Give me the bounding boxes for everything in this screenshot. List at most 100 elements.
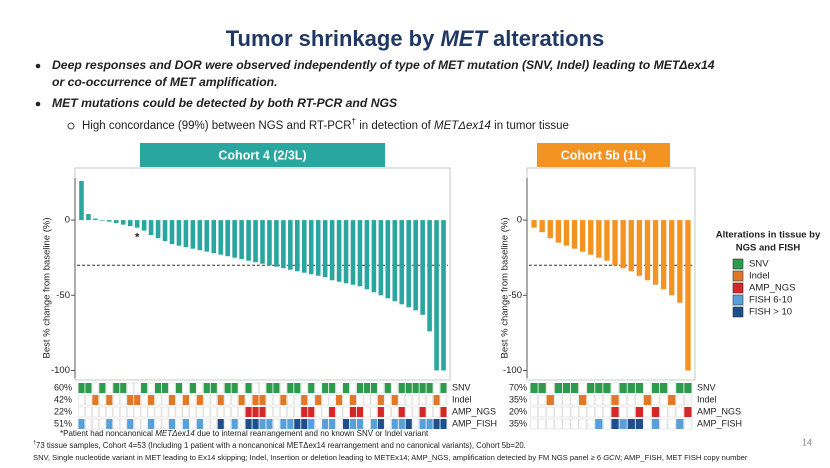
bar (636, 220, 643, 276)
bar (232, 220, 237, 258)
legend-swatch (732, 306, 744, 318)
bar (539, 220, 545, 233)
bar (100, 220, 105, 221)
heatmap-cell (419, 394, 427, 406)
footnote: *Patient had noncanonical METΔex14 due t… (60, 429, 429, 438)
heatmap-cell (189, 418, 197, 430)
heatmap-cell (231, 406, 239, 418)
heatmap-cell (546, 418, 555, 430)
bar (555, 220, 562, 243)
heatmap-cell (224, 406, 232, 418)
cohort-title: Cohort 4 (2/3L) (218, 148, 306, 162)
heatmap-cell (398, 394, 406, 406)
heatmap-cell (363, 418, 371, 430)
heatmap-cell (321, 406, 329, 418)
heatmap-cell (287, 383, 294, 393)
bar (225, 220, 230, 257)
heatmap-cell (147, 406, 155, 418)
bullet-text: Deep responses and DOR were observed ind… (52, 58, 715, 72)
heatmap-cell (252, 382, 259, 394)
heatmap-cell (684, 383, 692, 393)
bullet-dot (35, 101, 41, 107)
heatmap-row-label: AMP_NGS (697, 406, 741, 416)
y-tick-label: 0 (65, 215, 70, 226)
heatmap-cell (308, 419, 315, 429)
bar (413, 220, 418, 311)
bar (571, 220, 578, 249)
heatmap-cell (594, 394, 603, 406)
heatmap-cell (594, 406, 603, 418)
bar (378, 220, 384, 296)
heatmap-cell (627, 406, 636, 418)
heatmap-cell (140, 406, 148, 418)
heatmap-cell (342, 406, 350, 418)
heatmap-cell (635, 419, 643, 429)
heatmap-cell (112, 394, 120, 406)
bar (420, 220, 425, 315)
bar (93, 218, 98, 221)
heatmap-cell (175, 406, 183, 418)
heatmap-cell (182, 395, 189, 405)
heatmap-cell (602, 394, 611, 406)
heatmap-cell (280, 382, 287, 394)
heatmap-cell (433, 419, 440, 429)
bar (197, 220, 203, 251)
heatmap-cell (683, 394, 692, 406)
heatmap-percent: 60% (54, 382, 72, 392)
heatmap-cell (217, 395, 224, 405)
heatmap-cell (586, 418, 595, 430)
heatmap-cell (210, 394, 218, 406)
heatmap-cell (140, 394, 148, 406)
heatmap-cell (126, 406, 134, 418)
bar (315, 220, 321, 276)
heatmap-cell (245, 419, 252, 429)
heatmap-cell (579, 395, 587, 405)
legend-swatch (732, 258, 744, 270)
heatmap-cell (301, 419, 308, 429)
heatmap-cell (440, 419, 447, 429)
heatmap-cell (398, 419, 405, 429)
heatmap-cell (252, 395, 259, 405)
heatmap-row-label: Indel (697, 394, 717, 404)
heatmap-cell (562, 394, 571, 406)
bar (260, 220, 265, 264)
heatmap-cell (217, 406, 225, 418)
bar (371, 220, 377, 293)
legend-label: FISH > 10 (749, 307, 792, 318)
heatmap-cell (419, 383, 426, 393)
heatmap-cell (627, 394, 636, 406)
heatmap-cell (570, 383, 579, 393)
heatmap-cell (611, 419, 619, 429)
heatmap-cell (398, 383, 405, 393)
heatmap-cell (611, 407, 619, 417)
bar (281, 220, 286, 269)
heatmap-cell (651, 383, 660, 393)
heatmap-cell (412, 418, 420, 430)
heatmap-cell (210, 418, 218, 430)
annotation: * (135, 232, 140, 244)
heatmap-cell (301, 395, 308, 405)
bar (392, 220, 398, 302)
heatmap-cell (660, 383, 668, 393)
bullet-text: or co-occurrence of MET amplification. (52, 75, 278, 89)
legend-label: AMP_NGS (749, 283, 795, 294)
heatmap-cell (538, 394, 547, 406)
heatmap-cell (391, 406, 399, 418)
heatmap-cell (377, 382, 385, 394)
heatmap-cell (370, 394, 378, 406)
heatmap-cell (570, 394, 579, 406)
heatmap-cell (667, 382, 676, 394)
heatmap-cell (140, 418, 148, 430)
heatmap-cell (570, 418, 579, 430)
heatmap-cell (168, 419, 176, 429)
heatmap-cell (356, 419, 364, 429)
heatmap-cell (293, 406, 301, 418)
heatmap-cell (651, 407, 660, 417)
bar (322, 220, 328, 278)
heatmap-cell (377, 395, 384, 405)
heatmap-cell (231, 419, 238, 429)
text-segment: in detection of (356, 120, 434, 132)
heatmap-cell (377, 419, 384, 429)
heatmap-cell (105, 382, 113, 394)
bar (677, 220, 683, 303)
